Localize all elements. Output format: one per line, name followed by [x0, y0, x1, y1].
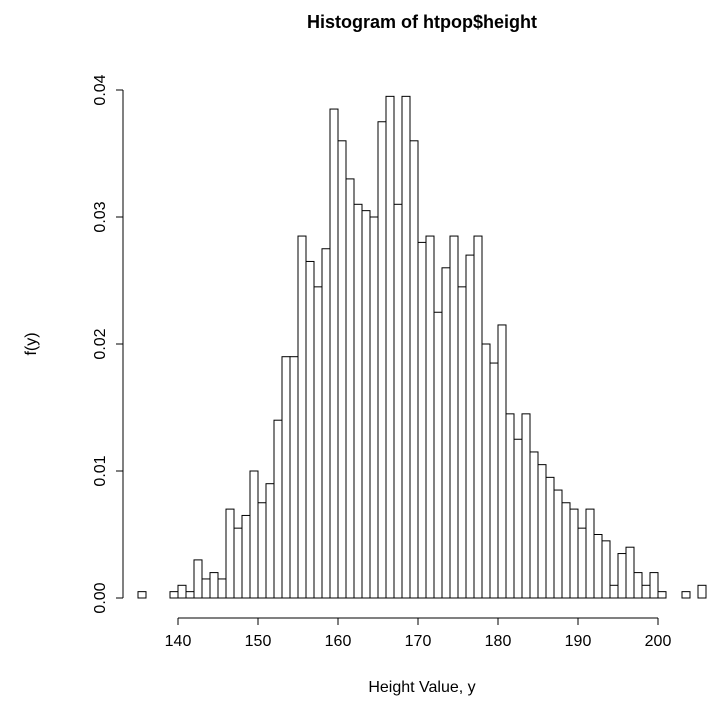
x-tick-label: 170: [405, 633, 432, 650]
bar: [529, 451, 539, 599]
bar: [697, 584, 707, 599]
bar: [241, 514, 251, 599]
bar: [409, 140, 419, 599]
x-tick-label: 140: [165, 633, 192, 650]
bar: [193, 559, 203, 599]
x-tick-label: 180: [485, 633, 512, 650]
bar: [377, 121, 387, 599]
y-tick-label: 0.02: [92, 328, 109, 359]
bar: [329, 108, 339, 599]
bar: [521, 413, 531, 599]
bar: [417, 241, 427, 599]
bar: [497, 324, 507, 599]
bar: [601, 540, 611, 599]
bar: [369, 216, 379, 599]
y-tick-label: 0.00: [92, 582, 109, 613]
x-tick-label: 160: [325, 633, 352, 650]
bar: [537, 464, 547, 599]
bar: [569, 508, 579, 599]
bar: [209, 572, 219, 599]
bar: [289, 356, 299, 599]
bar: [505, 413, 515, 599]
bar: [257, 502, 267, 599]
bar: [265, 483, 275, 599]
bar: [449, 235, 459, 599]
y-tick-label: 0.04: [92, 74, 109, 105]
bar: [185, 591, 195, 599]
bar: [545, 476, 555, 599]
chart-title: Histogram of htpop$height: [307, 12, 537, 32]
bar: [225, 508, 235, 599]
bar: [513, 438, 523, 599]
bar: [345, 178, 355, 599]
bar: [489, 362, 499, 599]
bar: [441, 267, 451, 599]
bar: [593, 534, 603, 599]
bar: [169, 591, 179, 599]
bar: [273, 419, 283, 599]
bar: [609, 584, 619, 599]
bar: [465, 254, 475, 599]
bar: [385, 95, 395, 599]
y-tick-label: 0.03: [92, 201, 109, 232]
bar: [337, 140, 347, 599]
bar: [401, 95, 411, 599]
bar: [137, 591, 147, 599]
y-tick-label: 0.01: [92, 455, 109, 486]
bar: [641, 584, 651, 599]
bar: [681, 591, 691, 599]
y-axis-label: f(y): [23, 332, 40, 355]
bar: [633, 572, 643, 599]
bar: [577, 527, 587, 599]
bar: [361, 210, 371, 599]
bar: [201, 578, 211, 599]
x-tick-label: 190: [565, 633, 592, 650]
bar: [313, 286, 323, 599]
bar: [353, 203, 363, 599]
bar: [553, 489, 563, 599]
bar: [321, 248, 331, 599]
bar: [297, 235, 307, 599]
bar: [457, 286, 467, 599]
bar: [217, 578, 227, 599]
bar: [425, 235, 435, 599]
bar: [481, 343, 491, 599]
bar: [281, 356, 291, 599]
bar: [625, 546, 635, 599]
bar: [473, 235, 483, 599]
bar: [305, 260, 315, 599]
bar: [249, 470, 259, 599]
x-axis-label: Height Value, y: [368, 679, 475, 696]
bar: [617, 553, 627, 599]
x-tick-label: 150: [245, 633, 272, 650]
bar: [585, 508, 595, 599]
bar: [177, 584, 187, 599]
bar: [649, 572, 659, 599]
bar: [657, 591, 667, 599]
bar: [561, 502, 571, 599]
bar: [393, 203, 403, 599]
bar: [433, 311, 443, 599]
bar: [233, 527, 243, 599]
x-tick-label: 200: [645, 633, 672, 650]
